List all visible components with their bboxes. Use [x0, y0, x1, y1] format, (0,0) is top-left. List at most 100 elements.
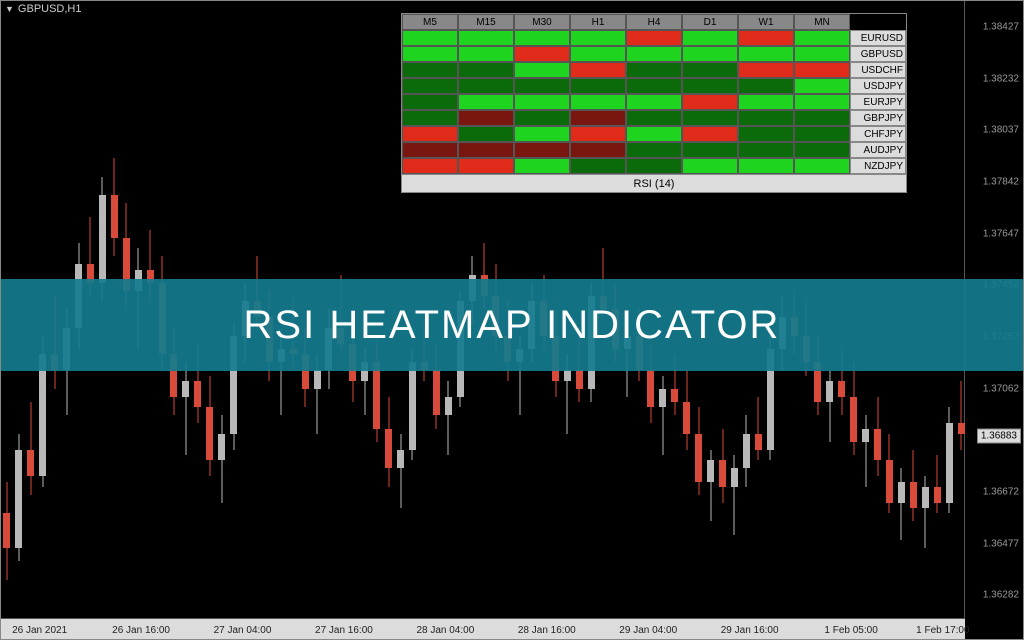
x-tick: 29 Jan 04:00: [619, 625, 677, 636]
heatmap-cell: [794, 62, 850, 78]
heatmap-cell: [738, 30, 794, 46]
heatmap-cell: [458, 110, 514, 126]
heatmap-cell: [626, 78, 682, 94]
heatmap-cell: [626, 30, 682, 46]
y-tick: 1.36672: [983, 486, 1019, 497]
y-tick: 1.36477: [983, 538, 1019, 549]
heatmap-cell: [570, 126, 626, 142]
heatmap-cell: [402, 78, 458, 94]
heatmap-pair-label: EURJPY: [850, 94, 906, 110]
heatmap-cell: [514, 158, 570, 174]
heatmap-timeframe-header: M30: [514, 14, 570, 30]
heatmap-cell: [514, 78, 570, 94]
heatmap-cell: [514, 94, 570, 110]
title-banner: RSI HEATMAP INDICATOR: [1, 279, 1023, 371]
heatmap-cell: [402, 46, 458, 62]
heatmap-cell: [794, 110, 850, 126]
heatmap-timeframe-header: H4: [626, 14, 682, 30]
heatmap-cell: [794, 30, 850, 46]
heatmap-cell: [570, 110, 626, 126]
heatmap-cell: [402, 30, 458, 46]
y-tick: 1.38427: [983, 21, 1019, 32]
heatmap-cell: [738, 142, 794, 158]
heatmap-pair-label: CHFJPY: [850, 126, 906, 142]
heatmap-cell: [738, 158, 794, 174]
heatmap-pair-label: USDCHF: [850, 62, 906, 78]
heatmap-row: GBPJPY: [402, 110, 906, 126]
x-tick: 27 Jan 04:00: [214, 625, 272, 636]
heatmap-cell: [458, 46, 514, 62]
heatmap-row: GBPUSD: [402, 46, 906, 62]
heatmap-row: CHFJPY: [402, 126, 906, 142]
heatmap-cell: [402, 158, 458, 174]
heatmap-cell: [682, 158, 738, 174]
heatmap-cell: [514, 30, 570, 46]
symbol-text: GBPUSD,H1: [18, 3, 82, 15]
y-tick: 1.36282: [983, 590, 1019, 601]
heatmap-cell: [682, 30, 738, 46]
heatmap-timeframe-header: H1: [570, 14, 626, 30]
y-tick: 1.37062: [983, 383, 1019, 394]
heatmap-cell: [738, 78, 794, 94]
heatmap-cell: [682, 110, 738, 126]
x-tick: 28 Jan 04:00: [416, 625, 474, 636]
heatmap-cell: [458, 158, 514, 174]
heatmap-cell: [514, 126, 570, 142]
chart-container: ▼GBPUSD,H1 1.384271.382321.380371.378421…: [0, 0, 1024, 640]
heatmap-cell: [626, 94, 682, 110]
heatmap-cell: [570, 46, 626, 62]
heatmap-cell: [570, 142, 626, 158]
heatmap-cell: [682, 94, 738, 110]
heatmap-cell: [738, 94, 794, 110]
heatmap-cell: [682, 78, 738, 94]
heatmap-pair-label: GBPJPY: [850, 110, 906, 126]
heatmap-cell: [794, 78, 850, 94]
heatmap-pair-label: EURUSD: [850, 30, 906, 46]
heatmap-cell: [514, 110, 570, 126]
heatmap-cell: [626, 126, 682, 142]
heatmap-cell: [794, 94, 850, 110]
heatmap-row: AUDJPY: [402, 142, 906, 158]
heatmap-cell: [738, 110, 794, 126]
heatmap-corner: [850, 14, 906, 30]
x-tick: 26 Jan 2021: [12, 625, 67, 636]
heatmap-pair-label: GBPUSD: [850, 46, 906, 62]
heatmap-cell: [458, 62, 514, 78]
heatmap-cell: [626, 62, 682, 78]
heatmap-cell: [794, 158, 850, 174]
heatmap-cell: [794, 46, 850, 62]
y-tick: 1.38037: [983, 125, 1019, 136]
heatmap-title: RSI (14): [402, 174, 906, 192]
heatmap-cell: [458, 142, 514, 158]
heatmap-cell: [514, 46, 570, 62]
heatmap-cell: [738, 126, 794, 142]
heatmap-pair-label: NZDJPY: [850, 158, 906, 174]
heatmap-pair-label: AUDJPY: [850, 142, 906, 158]
heatmap-cell: [626, 110, 682, 126]
heatmap-cell: [682, 46, 738, 62]
x-tick: 26 Jan 16:00: [112, 625, 170, 636]
heatmap-timeframe-header: MN: [794, 14, 850, 30]
heatmap-cell: [402, 142, 458, 158]
heatmap-cell: [458, 126, 514, 142]
heatmap-cell: [626, 142, 682, 158]
heatmap-cell: [682, 126, 738, 142]
x-tick: 28 Jan 16:00: [518, 625, 576, 636]
heatmap-cell: [458, 78, 514, 94]
heatmap-timeframe-header: D1: [682, 14, 738, 30]
heatmap-timeframe-header: M5: [402, 14, 458, 30]
heatmap-cell: [402, 110, 458, 126]
heatmap-cell: [626, 46, 682, 62]
heatmap-cell: [794, 126, 850, 142]
y-tick: 1.38232: [983, 73, 1019, 84]
heatmap-cell: [514, 62, 570, 78]
time-axis: 26 Jan 202126 Jan 16:0027 Jan 04:0027 Ja…: [1, 619, 965, 639]
rsi-heatmap-panel[interactable]: M5M15M30H1H4D1W1MNEURUSDGBPUSDUSDCHFUSDJ…: [401, 13, 907, 193]
heatmap-cell: [402, 94, 458, 110]
heatmap-row: USDCHF: [402, 62, 906, 78]
heatmap-cell: [402, 62, 458, 78]
heatmap-cell: [570, 78, 626, 94]
heatmap-header-row: M5M15M30H1H4D1W1MN: [402, 14, 906, 30]
heatmap-cell: [682, 142, 738, 158]
dropdown-icon[interactable]: ▼: [5, 4, 14, 14]
